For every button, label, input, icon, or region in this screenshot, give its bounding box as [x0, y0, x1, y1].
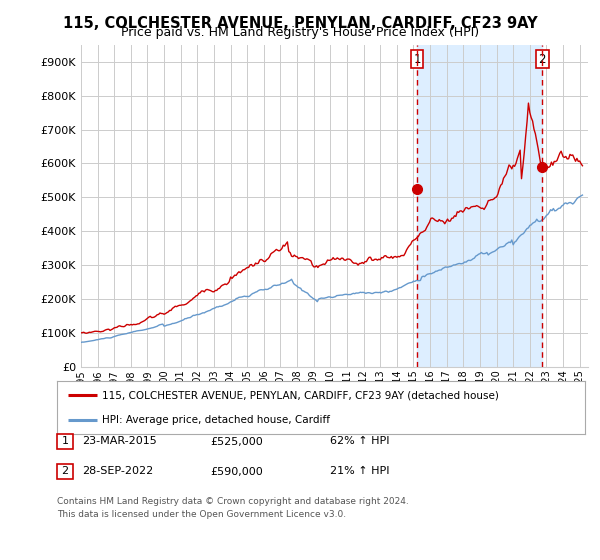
Text: £525,000: £525,000: [210, 436, 263, 446]
Text: 23-MAR-2015: 23-MAR-2015: [82, 436, 157, 446]
Text: 1: 1: [62, 436, 68, 446]
Text: Price paid vs. HM Land Registry's House Price Index (HPI): Price paid vs. HM Land Registry's House …: [121, 26, 479, 39]
Text: 28-SEP-2022: 28-SEP-2022: [82, 466, 153, 477]
Text: Contains HM Land Registry data © Crown copyright and database right 2024.
This d: Contains HM Land Registry data © Crown c…: [57, 497, 409, 519]
Bar: [57, 464, 73, 479]
Text: 115, COLCHESTER AVENUE, PENYLAN, CARDIFF, CF23 9AY (detached house): 115, COLCHESTER AVENUE, PENYLAN, CARDIFF…: [102, 390, 499, 400]
Text: 62% ↑ HPI: 62% ↑ HPI: [330, 436, 389, 446]
Bar: [417, 45, 542, 367]
Text: 2: 2: [61, 466, 68, 477]
Text: HPI: Average price, detached house, Cardiff: HPI: Average price, detached house, Card…: [102, 414, 330, 424]
Bar: [57, 434, 73, 449]
Text: £590,000: £590,000: [210, 466, 263, 477]
Text: 115, COLCHESTER AVENUE, PENYLAN, CARDIFF, CF23 9AY: 115, COLCHESTER AVENUE, PENYLAN, CARDIFF…: [62, 16, 538, 31]
Text: 21% ↑ HPI: 21% ↑ HPI: [330, 466, 389, 477]
Text: 1: 1: [413, 53, 421, 66]
Text: 2: 2: [539, 53, 546, 66]
